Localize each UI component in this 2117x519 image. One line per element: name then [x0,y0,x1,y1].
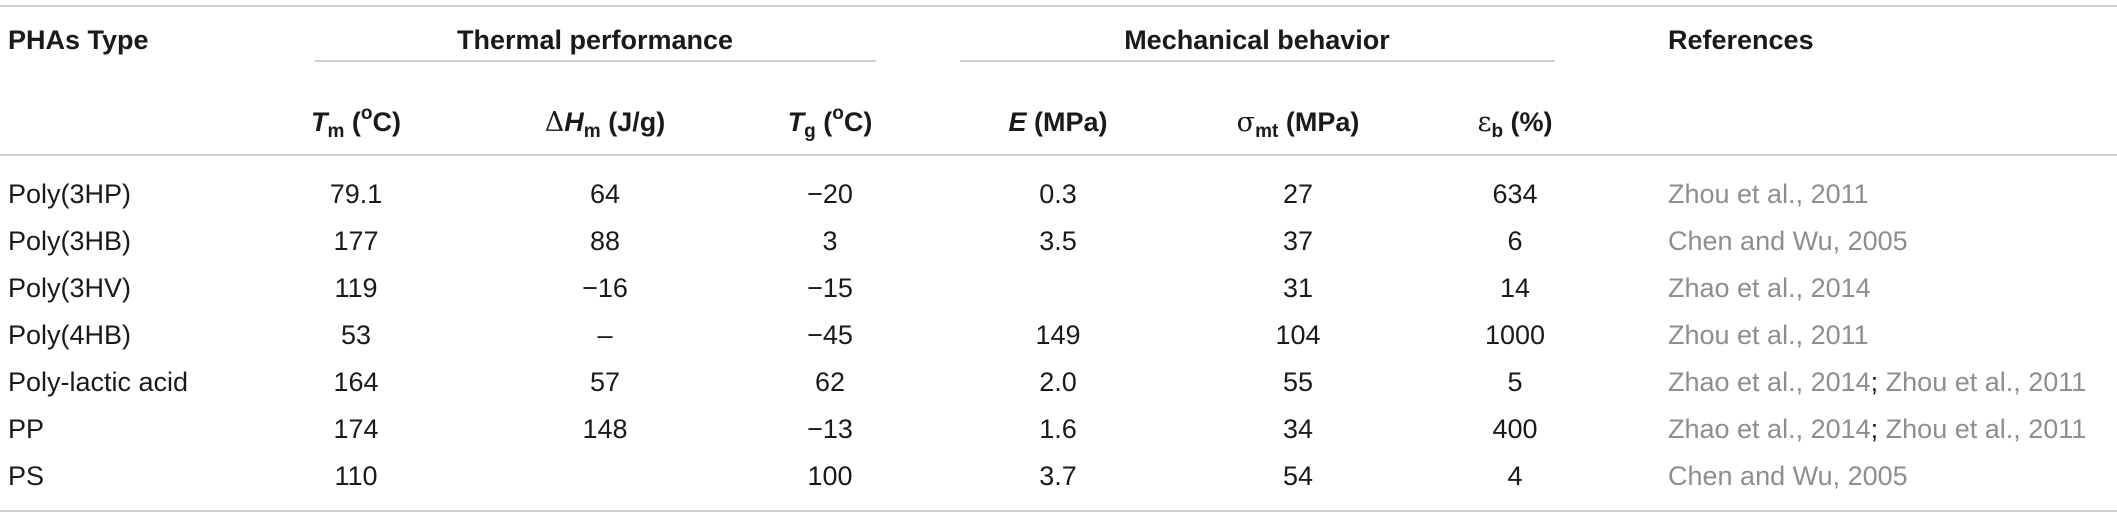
cell-phas-type: Poly(3HV) [8,273,132,303]
reference-link[interactable]: Zhou et al., 2011 [1885,414,2087,444]
cell-tg: 62 [814,367,846,397]
cell-phas-type: Poly(3HB) [8,226,132,256]
cell-eb: 14 [1499,273,1531,303]
cell-tg: 3 [822,226,838,256]
cell-eb: 634 [1492,179,1538,209]
cell-tm: 177 [333,226,379,256]
cell-dhm: −16 [582,273,628,303]
cell-dhm: 88 [589,226,621,256]
cell-tm: 110 [334,461,378,491]
cell-smt: 31 [1282,273,1314,303]
cell-dhm: 64 [589,179,621,209]
group-header-mechanical: Mechanical behavior [1124,25,1390,55]
cell-tg: −45 [807,320,853,350]
cell-smt: 37 [1282,226,1314,256]
col-header-delta-hm: ΔHm (J/g) [544,107,666,142]
col-header-sigma-mt: σmt (MPa) [1236,107,1360,142]
cell-e: 1.6 [1039,414,1077,444]
bottom-rule [0,510,2117,512]
col-header-e: E (MPa) [1008,107,1108,137]
cell-tg: 100 [807,461,853,491]
cell-smt: 54 [1282,461,1314,491]
cell-eb: 1000 [1484,320,1546,350]
cell-references: Zhao et al., 2014; Zhou et al., 2011 [1668,413,2086,445]
cell-phas-type: Poly(3HP) [8,179,132,209]
cell-eb: 5 [1507,367,1523,397]
cell-dhm: 148 [582,414,628,444]
cell-tg: −15 [807,273,853,303]
col-header-references: References [1668,25,1814,55]
cell-tm: 79.1 [329,179,383,209]
reference-link[interactable]: Zhao et al., 2014 [1668,414,1871,444]
cell-references: Chen and Wu, 2005 [1668,460,1908,492]
cell-smt: 55 [1282,367,1314,397]
reference-link[interactable]: Chen and Wu, 2005 [1668,226,1908,256]
cell-phas-type: PP [8,414,45,444]
cell-eb: 4 [1507,461,1523,491]
cell-tm: 164 [333,367,379,397]
cell-tm: 119 [334,273,378,303]
top-rule [0,5,2117,7]
reference-separator: ; [1870,367,1886,397]
cell-references: Zhao et al., 2014 [1668,272,1871,304]
cell-e: 149 [1035,320,1081,350]
reference-separator: ; [1870,414,1886,444]
col-header-tm: Tm (oC) [310,103,402,142]
reference-link[interactable]: Zhou et al., 2011 [1668,320,1869,350]
thermal-group-rule [315,60,876,62]
reference-link[interactable]: Zhou et al., 2011 [1668,179,1869,209]
cell-phas-type: PS [8,461,45,491]
cell-references: Zhao et al., 2014; Zhou et al., 2011 [1668,366,2086,398]
group-header-thermal: Thermal performance [456,25,734,55]
reference-link[interactable]: Zhao et al., 2014 [1668,367,1871,397]
header-bottom-rule [0,154,2117,156]
cell-dhm: – [597,320,613,350]
cell-e: 3.7 [1039,461,1077,491]
cell-e: 2.0 [1039,367,1077,397]
col-header-epsilon-b: εb (%) [1477,107,1553,142]
mechanical-group-rule [960,60,1555,62]
cell-e: 0.3 [1039,179,1077,209]
cell-dhm: 57 [589,367,621,397]
cell-smt: 104 [1275,320,1321,350]
cell-tm: 53 [340,320,372,350]
cell-phas-type: Poly(4HB) [8,320,132,350]
cell-smt: 34 [1282,414,1314,444]
cell-eb: 6 [1507,226,1523,256]
cell-references: Zhou et al., 2011 [1668,178,1869,210]
col-header-tg: Tg (oC) [787,103,873,142]
cell-smt: 27 [1282,179,1314,209]
cell-tm: 174 [333,414,379,444]
reference-link[interactable]: Chen and Wu, 2005 [1668,461,1908,491]
col-header-phas-type: PHAs Type [8,25,149,55]
cell-eb: 400 [1492,414,1538,444]
reference-link[interactable]: Zhao et al., 2014 [1668,273,1871,303]
reference-link[interactable]: Zhou et al., 2011 [1885,367,2087,397]
cell-tg: −20 [807,179,853,209]
cell-phas-type: Poly-lactic acid [8,367,189,397]
cell-references: Zhou et al., 2011 [1668,319,1869,351]
cell-tg: −13 [807,414,853,444]
cell-references: Chen and Wu, 2005 [1668,225,1908,257]
cell-e: 3.5 [1039,226,1077,256]
